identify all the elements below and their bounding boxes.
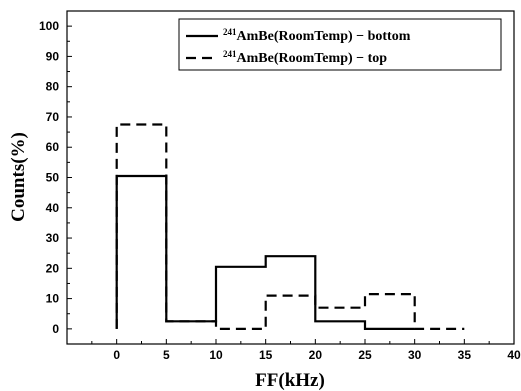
- series-group: [115, 123, 465, 330]
- y-tick-label: 90: [46, 49, 60, 63]
- x-tick-label: 15: [259, 348, 273, 362]
- x-tick-label: 35: [458, 348, 472, 362]
- y-axis-title: Counts(%): [8, 132, 29, 222]
- x-tick-label: 25: [358, 348, 372, 362]
- y-tick-label: 70: [46, 110, 60, 124]
- legend-name-top: AmBe(RoomTemp) − top: [237, 51, 388, 66]
- x-axis-title: FF(kHz): [255, 370, 325, 391]
- series-1-line: [115, 123, 465, 330]
- y-tick-label: 20: [46, 261, 60, 275]
- legend-label-top: 241AmBe(RoomTemp) − top: [223, 49, 387, 66]
- x-tick-label: 0: [113, 348, 120, 362]
- legend-box: [178, 18, 502, 71]
- legend-prefix-bottom: 241: [223, 27, 237, 37]
- legend-label-bottom: 241AmBe(RoomTemp) − bottom: [223, 27, 411, 44]
- axis-ticks: 0 5 10 15 20 25 30 35 40 0 10 20 30 40 50 60 70 80 90 100: [39, 19, 521, 362]
- x-tick-label: 30: [408, 348, 422, 362]
- y-tick-label: 10: [46, 292, 60, 306]
- y-tick-label: 40: [46, 201, 60, 215]
- y-tick-label: 80: [46, 80, 60, 94]
- legend: 241AmBe(RoomTemp) − bottom 241AmBe(RoomT…: [178, 18, 502, 71]
- legend-prefix-top: 241: [223, 49, 237, 59]
- x-tick-label: 5: [163, 348, 170, 362]
- y-tick-label: 0: [52, 322, 59, 336]
- y-tick-label: 30: [46, 231, 60, 245]
- y-tick-label: 60: [46, 140, 60, 154]
- x-tick-label: 40: [507, 348, 521, 362]
- x-tick-label: 10: [209, 348, 223, 362]
- y-tick-label: 50: [46, 171, 60, 185]
- x-tick-label: 20: [309, 348, 323, 362]
- y-tick-label: 100: [39, 19, 59, 33]
- legend-name-bottom: AmBe(RoomTemp) − bottom: [237, 29, 411, 44]
